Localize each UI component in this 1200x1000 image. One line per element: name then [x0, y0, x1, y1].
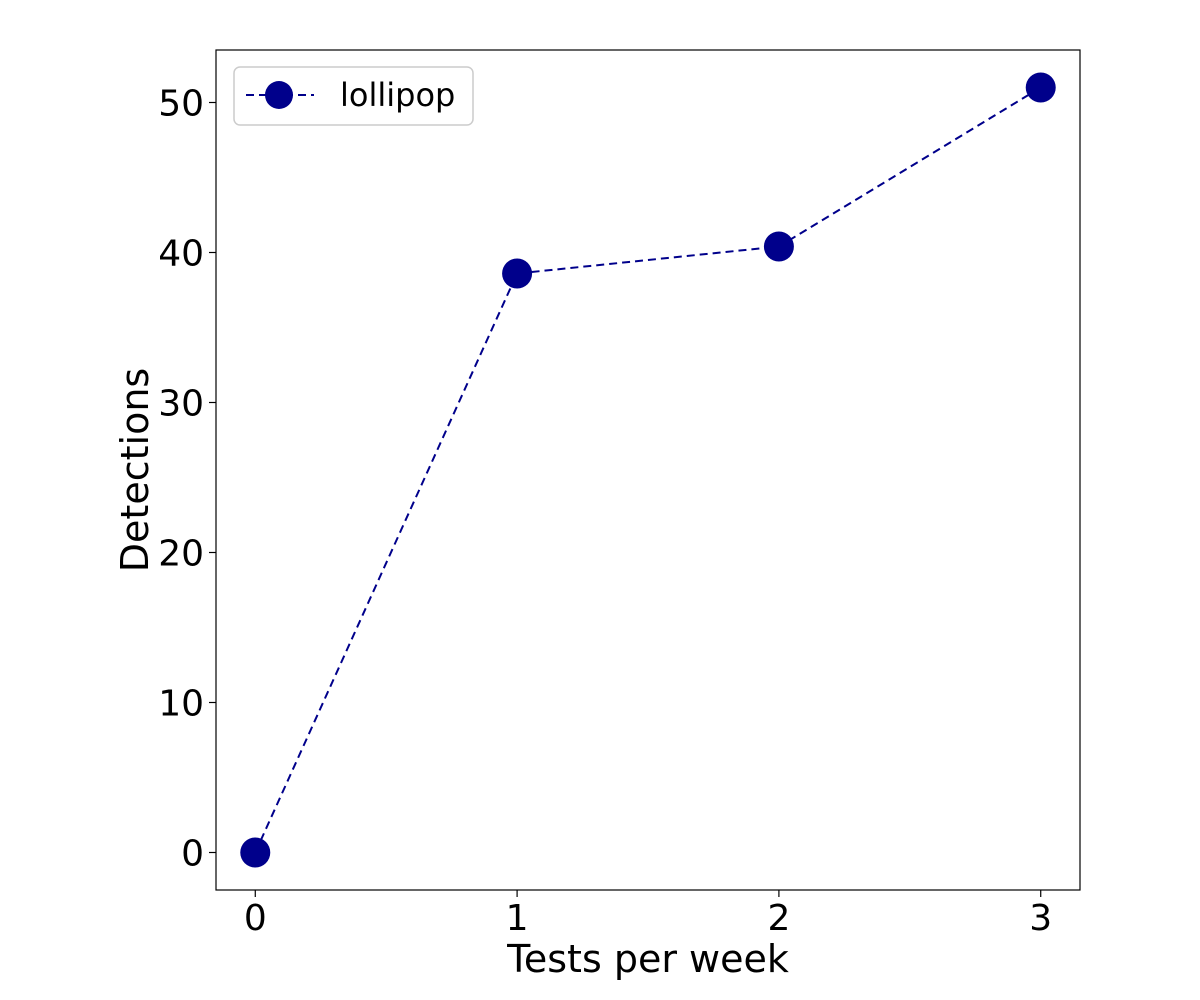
- legend-marker: [265, 81, 293, 109]
- y-tick-label: 50: [158, 84, 204, 125]
- legend: lollipop: [233, 66, 474, 126]
- data-point-marker: [240, 837, 271, 868]
- data-point-marker: [763, 231, 794, 262]
- series-line: [254, 86, 1042, 853]
- y-axis: 0 10 20 30 40 50: [158, 84, 216, 875]
- y-tick-label: 40: [158, 234, 204, 275]
- y-axis-label: Detections: [113, 368, 157, 572]
- y-tick-label: 20: [158, 534, 204, 575]
- y-tick-label: 0: [181, 834, 204, 875]
- y-tick-label: 30: [158, 384, 204, 425]
- legend-label: lollipop: [340, 76, 455, 114]
- x-axis: 0 1 2 3: [244, 890, 1052, 939]
- x-tick-label: 2: [767, 898, 790, 939]
- series-layer: [240, 72, 1056, 868]
- plot-area-border: [215, 49, 1081, 891]
- legend-box: [233, 66, 474, 126]
- x-tick-label: 3: [1029, 898, 1052, 939]
- data-point-marker: [502, 258, 533, 289]
- x-tick-label: 1: [506, 898, 529, 939]
- x-axis-label: Tests per week: [506, 937, 789, 981]
- y-tick-label: 10: [158, 684, 204, 725]
- data-point-marker: [1025, 72, 1056, 103]
- x-tick-label: 0: [244, 898, 267, 939]
